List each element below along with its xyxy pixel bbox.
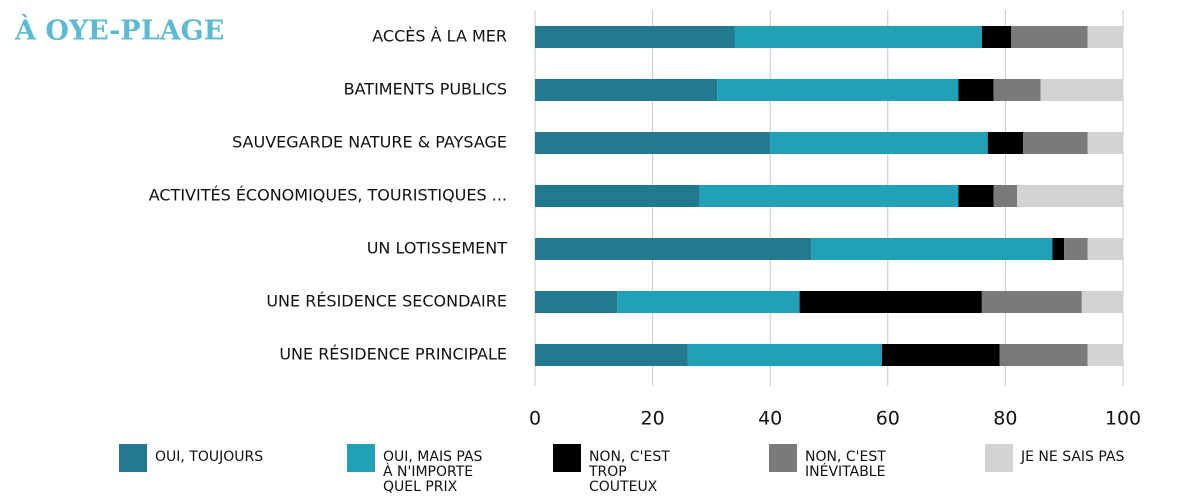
legend-item: OUI, MAIS PAS À N'IMPORTE QUEL PRIX	[347, 444, 497, 495]
chart-title: À OYE-PLAGE	[14, 14, 224, 47]
legend-swatch	[769, 444, 797, 472]
bar-segment	[535, 132, 771, 154]
legend-label: NON, C'EST TROP COUTEUX	[589, 449, 670, 495]
bar-segment	[1087, 132, 1123, 154]
bar-segment	[1081, 291, 1123, 313]
bar-segment	[734, 26, 982, 48]
legend-item: NON, C'EST INÉVITABLE	[769, 444, 919, 480]
legend-swatch	[553, 444, 581, 472]
bar-segment	[770, 132, 988, 154]
bar-segment	[987, 132, 1024, 154]
bar-segment	[535, 291, 618, 313]
bar-segment	[1040, 79, 1123, 101]
y-tick-label: UNE RÉSIDENCE PRINCIPALE	[279, 345, 507, 364]
bar-segment	[535, 26, 735, 48]
bar-segment	[993, 79, 1041, 101]
x-tick-label: 20	[641, 408, 665, 430]
x-tick-label: 80	[993, 408, 1017, 430]
bar-segment	[535, 344, 688, 366]
bar-segment	[993, 185, 1018, 207]
legend-swatch	[347, 444, 375, 472]
y-tick-label: BATIMENTS PUBLICS	[344, 80, 507, 99]
bar-segment	[958, 79, 994, 101]
y-tick-label: ACCÈS À LA MER	[372, 27, 507, 46]
legend-label: OUI, TOUJOURS	[155, 449, 264, 465]
legend-swatch	[119, 444, 147, 472]
bar-segment	[1087, 238, 1123, 260]
bar-segment	[811, 238, 1053, 260]
bar-segment	[1064, 238, 1088, 260]
legend-label: JE NE SAIS PAS	[1021, 449, 1125, 465]
bar-segment	[535, 79, 718, 101]
bar-segment	[687, 344, 882, 366]
bar-segment	[958, 185, 994, 207]
bar-segment	[699, 185, 959, 207]
bar-segment	[1017, 185, 1123, 207]
bar-segment	[617, 291, 800, 313]
x-tick-label: 0	[529, 408, 541, 430]
legend-item: OUI, TOUJOURS	[119, 444, 319, 472]
bar-segment	[1011, 26, 1088, 48]
y-tick-label: UNE RÉSIDENCE SECONDAIRE	[266, 292, 507, 311]
legend-label: NON, C'EST INÉVITABLE	[805, 449, 886, 480]
legend-item: JE NE SAIS PAS	[985, 444, 1185, 472]
legend-label: OUI, MAIS PAS À N'IMPORTE QUEL PRIX	[383, 449, 483, 495]
bar-segment	[1023, 132, 1088, 154]
bar-segment	[799, 291, 982, 313]
bar-segment	[535, 238, 812, 260]
bar-segment	[1087, 26, 1123, 48]
x-tick-label: 100	[1105, 408, 1141, 430]
bar-segment	[881, 344, 1000, 366]
bar-segment	[717, 79, 959, 101]
bar-segment	[981, 26, 1012, 48]
bar-segment	[1052, 238, 1065, 260]
y-tick-label: UN LOTISSEMENT	[367, 239, 508, 258]
y-tick-label: ACTIVITÉS ÉCONOMIQUES, TOURISTIQUES ...	[149, 186, 507, 205]
x-tick-label: 60	[876, 408, 900, 430]
bar-segment	[535, 185, 700, 207]
bar-segment	[981, 291, 1082, 313]
x-tick-label: 40	[758, 408, 782, 430]
legend-item: NON, C'EST TROP COUTEUX	[553, 444, 703, 495]
y-tick-label: SAUVEGARDE NATURE & PAYSAGE	[232, 133, 507, 152]
bar-segment	[999, 344, 1088, 366]
bar-segment	[1087, 344, 1123, 366]
legend-swatch	[985, 444, 1013, 472]
